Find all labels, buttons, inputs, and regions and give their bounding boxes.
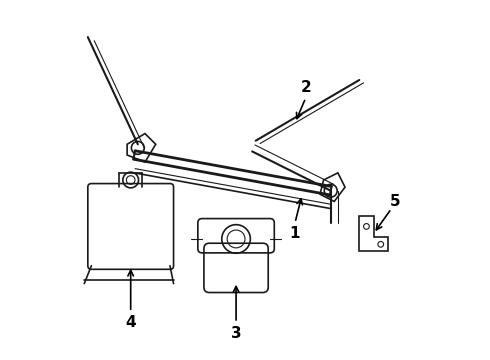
Text: 5: 5 [390,194,400,209]
Text: 2: 2 [300,80,311,95]
Text: 4: 4 [125,315,136,330]
Text: 1: 1 [290,226,300,241]
Text: 3: 3 [231,326,242,341]
